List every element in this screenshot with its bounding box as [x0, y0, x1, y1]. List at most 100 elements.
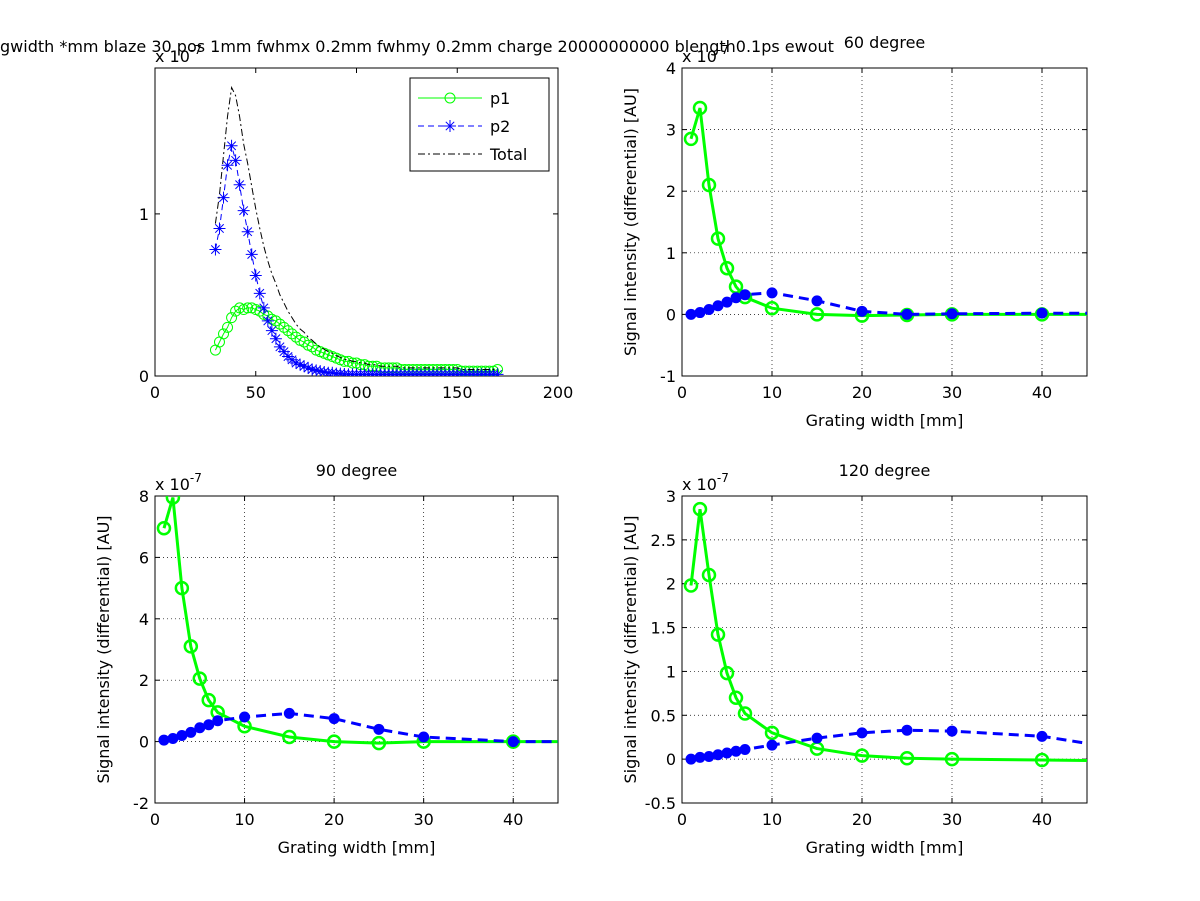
data-point — [273, 340, 286, 353]
y-tick-label: 3 — [666, 121, 676, 140]
x-tick-label: 0 — [150, 810, 160, 829]
data-point — [719, 665, 735, 681]
data-point — [730, 292, 742, 304]
data-point — [239, 711, 251, 723]
data-point — [286, 353, 299, 366]
x-tick-label: 0 — [677, 810, 687, 829]
data-point — [245, 248, 258, 261]
series-line — [689, 508, 1087, 762]
data-point — [192, 671, 208, 686]
legend-item-p2: p2 — [418, 117, 510, 136]
data-point — [201, 692, 216, 708]
y-tick-label: 1.5 — [651, 619, 676, 638]
data-point — [811, 295, 823, 307]
data-point — [692, 100, 708, 116]
data-point — [710, 627, 726, 642]
axis-exponent-label: x 10-7 — [682, 43, 729, 66]
plot-area — [683, 100, 1087, 323]
data-point — [294, 358, 307, 371]
data-point — [277, 345, 290, 358]
data-point — [701, 567, 717, 583]
axis-exponent-label: x 10-7 — [155, 471, 202, 494]
data-point — [721, 747, 733, 759]
data-point — [346, 357, 358, 369]
data-point — [226, 312, 238, 324]
legend-item-p1: p1 — [418, 89, 510, 108]
legend-label: p1 — [490, 89, 510, 108]
x-tick-label: 20 — [852, 383, 872, 402]
data-point — [899, 751, 915, 766]
data-point — [218, 328, 230, 340]
data-point — [685, 308, 697, 320]
y-axis-label: Signal intensity (differential) [AU] — [621, 88, 640, 356]
axes-frame — [154, 495, 559, 804]
data-point — [1036, 307, 1048, 319]
data-point — [174, 580, 190, 596]
data-point — [739, 743, 751, 755]
data-point — [213, 222, 226, 235]
data-point — [685, 753, 697, 765]
data-point — [158, 734, 170, 746]
y-tick-label: 1 — [139, 205, 149, 224]
data-point — [183, 639, 199, 654]
subplot-title: 120 degree — [839, 461, 931, 480]
x-tick-label: 30 — [942, 810, 962, 829]
data-point — [739, 289, 751, 301]
x-tick-label: 20 — [852, 810, 872, 829]
data-point — [269, 332, 282, 345]
data-point — [901, 724, 913, 736]
subplot-bottom-right: 0 10 20 30 40-0.500.511.522.53x 10-7 120 degr… — [621, 461, 1088, 857]
series-p2 — [685, 287, 1087, 320]
legend-box — [409, 77, 550, 172]
y-tick-label: 0 — [666, 305, 676, 324]
y-tick-label: 2 — [139, 671, 149, 690]
x-tick-label: 10 — [762, 383, 782, 402]
data-point — [692, 501, 708, 517]
data-point — [1036, 730, 1048, 742]
data-point — [710, 231, 726, 246]
x-axis-label: Grating width [mm] — [278, 838, 436, 857]
data-point — [165, 496, 181, 505]
data-point — [946, 725, 958, 737]
axis-exponent-label: x 10-7 — [682, 471, 729, 494]
y-tick-label: 1 — [666, 662, 676, 681]
data-point — [282, 729, 297, 745]
data-point — [326, 366, 339, 376]
axes-frame — [681, 67, 1088, 377]
data-point — [946, 308, 958, 320]
y-tick-label: 3 — [666, 487, 676, 506]
data-point — [302, 361, 315, 374]
y-axis-label: Signal intensity (differential) [AU] — [94, 515, 113, 783]
axis-exponent-label: x 10-7 — [155, 43, 202, 66]
data-point — [229, 154, 242, 167]
data-point — [237, 204, 250, 217]
data-point — [209, 243, 222, 256]
x-tick-label: 40 — [503, 810, 523, 829]
figure-title: gwidth *mm blaze 30 pos 1mm fwhmx 0.2mm … — [0, 37, 834, 56]
y-tick-label: 0 — [666, 750, 676, 769]
plot-area — [156, 496, 558, 751]
data-point — [257, 301, 270, 314]
y-axis-label: Signal intensity (differential) [AU] — [621, 515, 640, 783]
x-tick-label: 0 — [677, 383, 687, 402]
data-point — [242, 302, 254, 314]
data-point — [310, 364, 323, 376]
x-tick-label: 10 — [762, 810, 782, 829]
legend-marker — [444, 92, 456, 104]
data-point — [338, 355, 350, 367]
series-p2 — [685, 724, 1087, 765]
x-tick-label: 50 — [246, 383, 266, 402]
legend-item-total: Total — [418, 145, 527, 164]
plot-area — [209, 85, 504, 376]
data-point — [694, 751, 706, 763]
data-point — [221, 159, 234, 172]
data-point — [371, 735, 387, 751]
subplot-title: 60 degree — [844, 33, 926, 52]
data-point — [306, 363, 319, 376]
data-point — [712, 749, 724, 761]
data-point — [507, 736, 519, 748]
y-tick-label: 2 — [666, 182, 676, 201]
